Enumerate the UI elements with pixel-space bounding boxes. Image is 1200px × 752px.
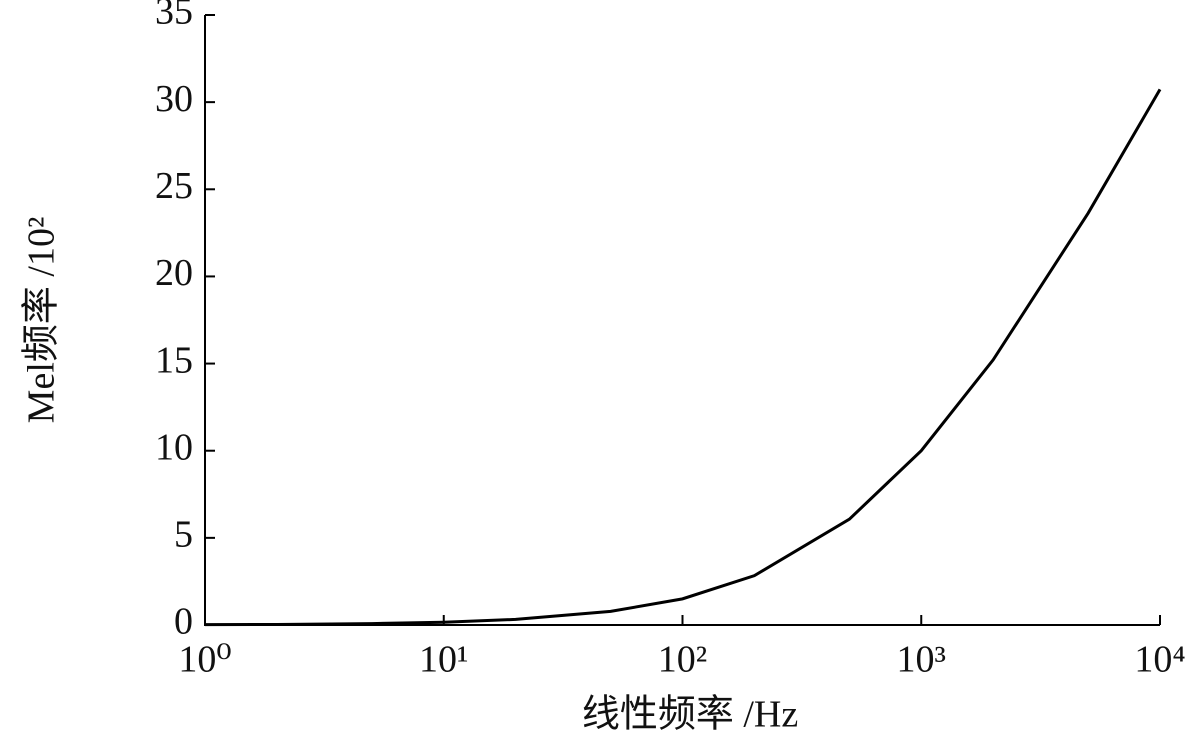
x-tick-label: 10⁴ [1134,639,1185,681]
x-tick-label: 10² [658,639,707,681]
y-tick-label: 30 [155,78,193,120]
x-tick-label: 10¹ [419,639,468,681]
y-tick-label: 15 [155,339,193,381]
x-tick-label: 10⁰ [178,639,231,681]
data-line [204,88,1162,627]
y-tick-label: 5 [174,514,193,556]
y-tick-label: 0 [174,601,193,643]
y-tick-label: 10 [155,426,193,468]
x-tick-label: 10³ [897,639,946,681]
x-axis-label: 线性频率 /Hz [582,694,798,736]
y-axis-label: Mel频率 /10² [21,217,63,424]
y-tick-label: 25 [155,165,193,207]
axes [204,15,1160,626]
y-tick-label: 20 [155,252,193,294]
y-tick-label: 35 [155,0,193,33]
